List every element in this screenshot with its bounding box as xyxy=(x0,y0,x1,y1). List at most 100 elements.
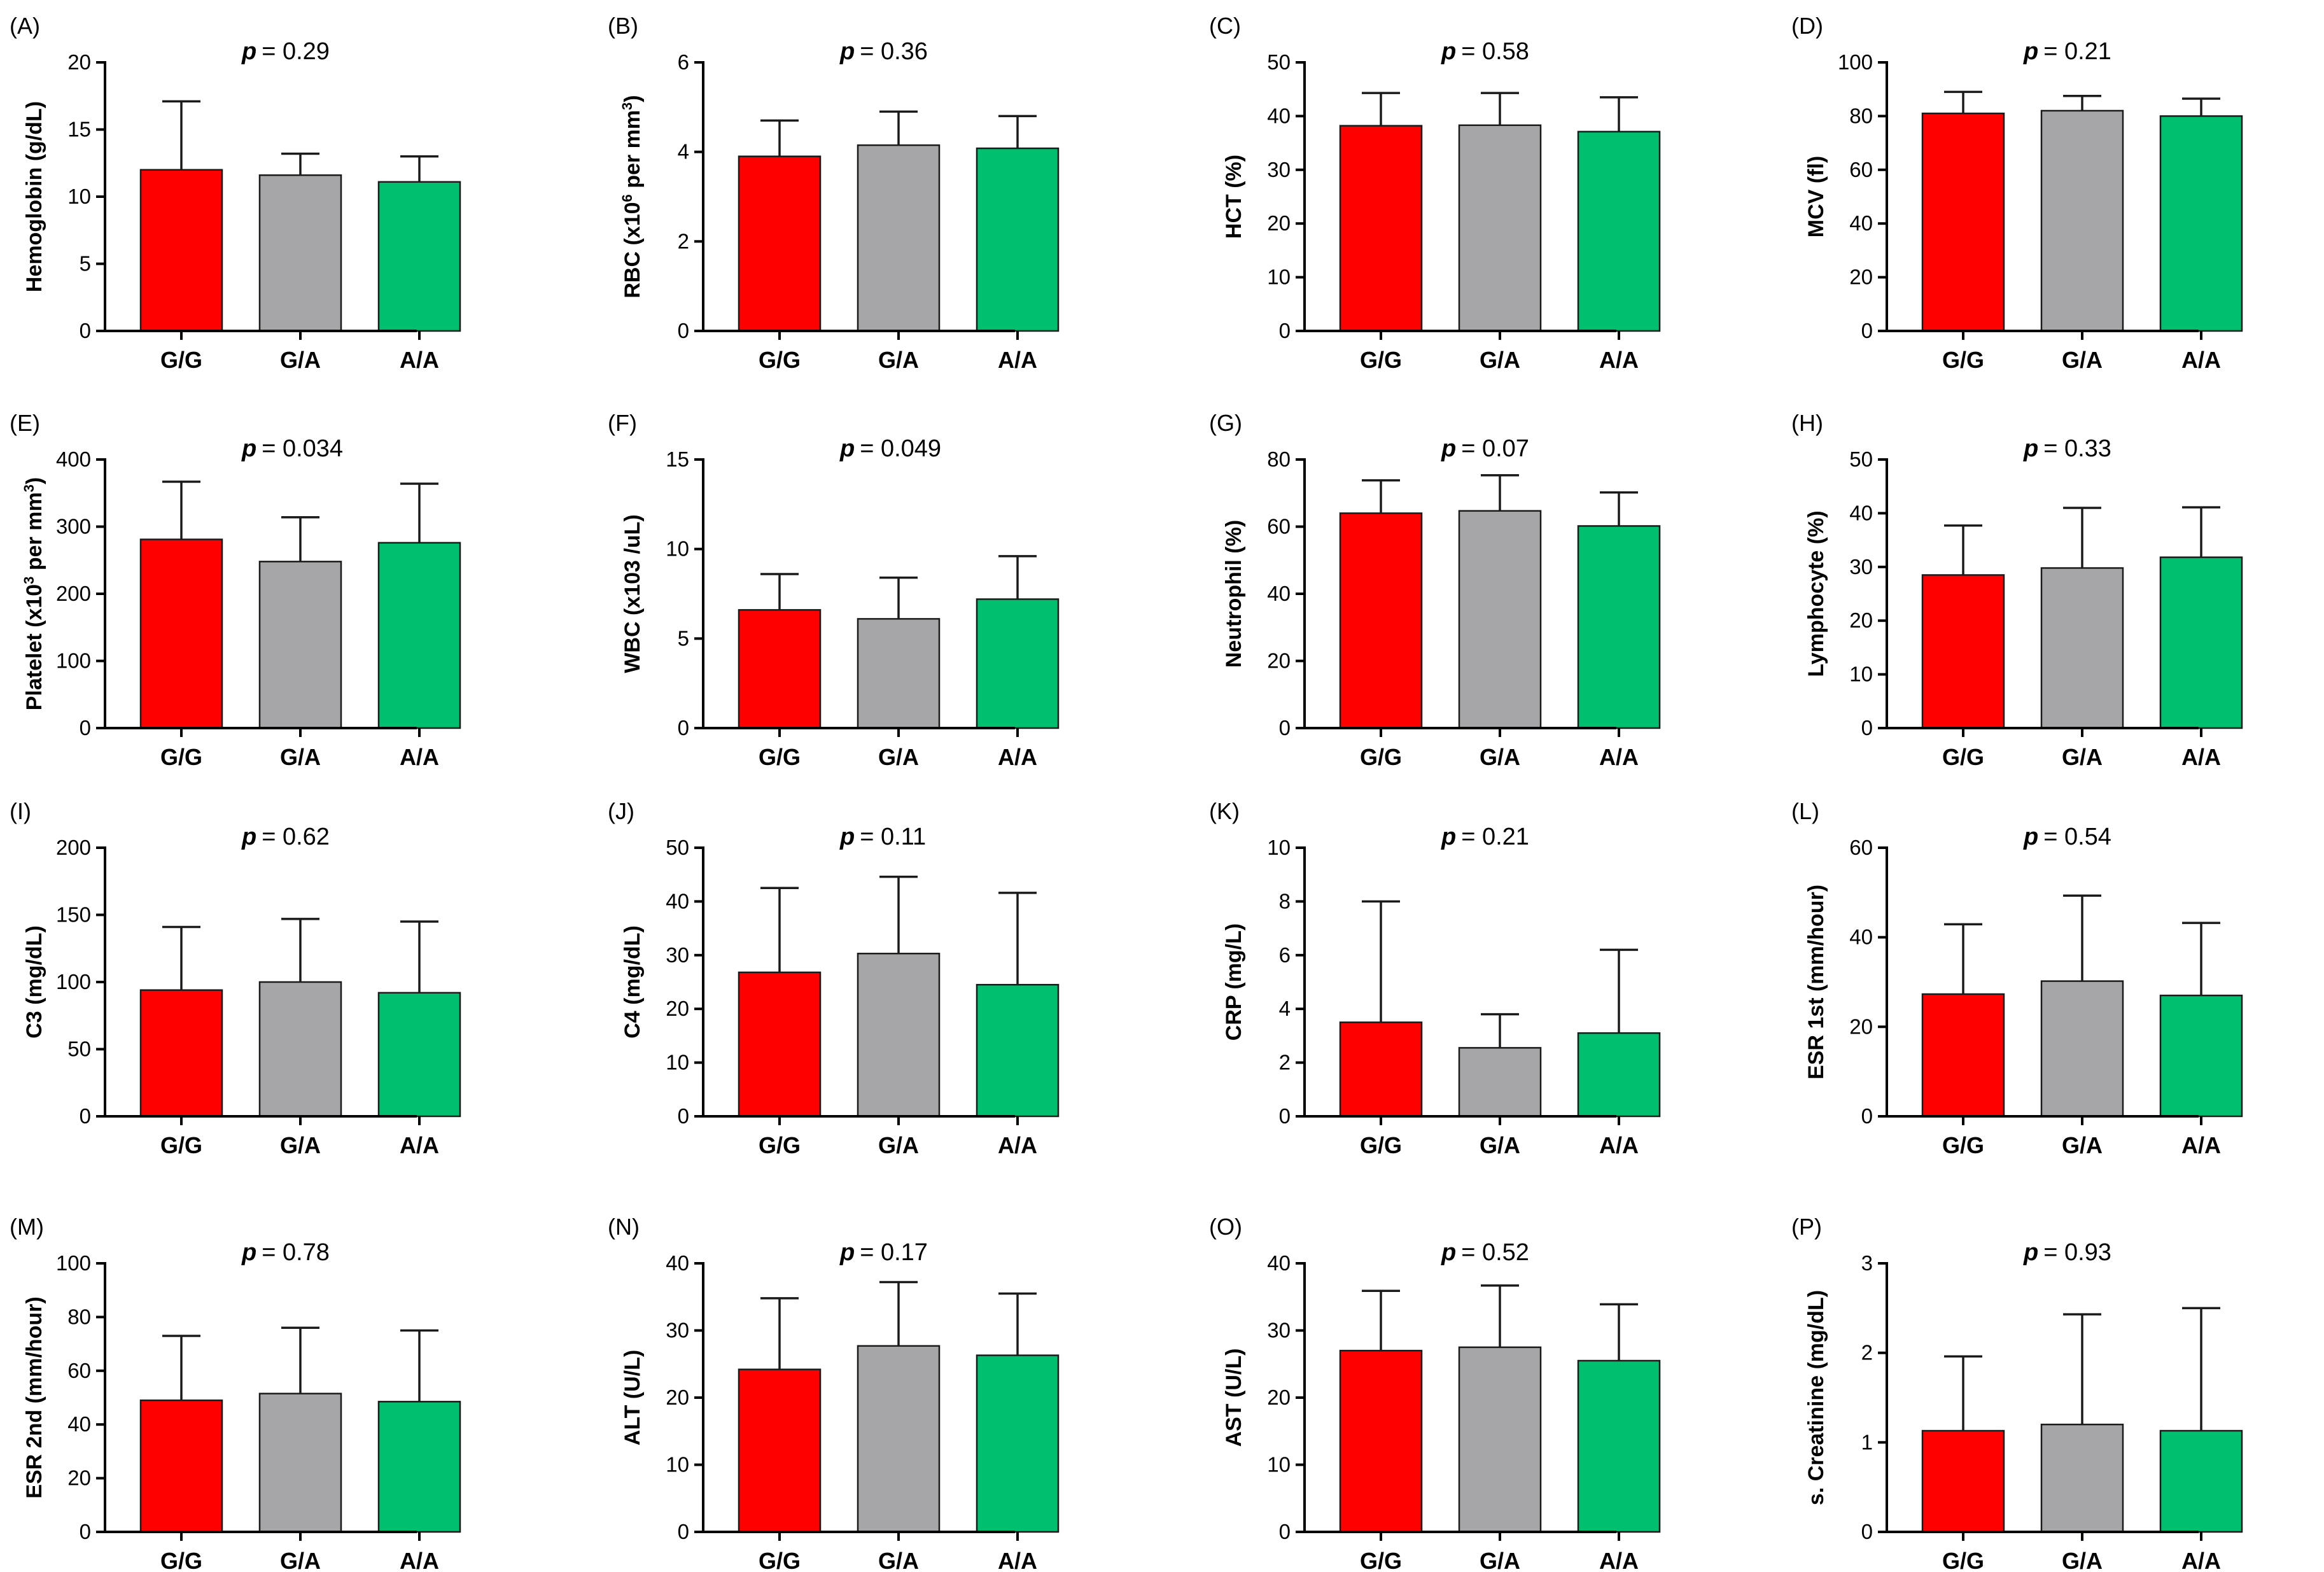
y-tick-label: 60 xyxy=(67,1359,91,1382)
y-tick-label: 20 xyxy=(1267,1386,1291,1409)
y-axis-label: AST (U/L) xyxy=(1222,1349,1246,1447)
y-tick-label: 100 xyxy=(1838,50,1873,74)
y-tick-label: 0 xyxy=(1861,319,1873,342)
y-tick-label: 3 xyxy=(1861,1251,1873,1275)
bar xyxy=(738,971,822,1118)
y-tick-label: 30 xyxy=(666,943,689,967)
bar xyxy=(738,609,822,729)
y-tick-label: 100 xyxy=(56,970,91,993)
p-value-label: p = 0.52 xyxy=(1441,1239,1529,1266)
y-tick-label: 10 xyxy=(1849,663,1873,686)
y-tick-label: 40 xyxy=(1849,211,1873,235)
x-tick-label: G/A xyxy=(280,1548,321,1572)
x-tick-label: G/A xyxy=(1480,1548,1520,1572)
bar xyxy=(1921,993,2005,1118)
y-tick-label: 4 xyxy=(678,140,689,164)
x-tick-label: A/A xyxy=(998,1132,1037,1158)
p-value-label: p = 0.21 xyxy=(1441,824,1529,850)
x-tick-label: A/A xyxy=(400,744,439,770)
x-tick-label: A/A xyxy=(2181,1548,2221,1572)
y-axis-label: CRP (mg/L) xyxy=(1222,923,1246,1041)
x-tick-label: A/A xyxy=(998,1548,1037,1572)
panel-label: (I) xyxy=(10,798,31,824)
panel-label: (G) xyxy=(1209,410,1242,436)
bar xyxy=(976,1354,1060,1533)
bar xyxy=(258,174,342,332)
y-tick-label: 0 xyxy=(1279,1104,1291,1128)
y-tick-label: 30 xyxy=(1267,1319,1291,1342)
y-axis-label: C3 (mg/dL) xyxy=(22,925,46,1039)
bar xyxy=(1458,124,1542,332)
y-tick-label: 40 xyxy=(1849,501,1873,524)
y-tick-label: 20 xyxy=(1267,649,1291,673)
chart-panel: (M) p = 0.78 ESR 2nd (mm/hour) 0 20 40 60 80 100 G… xyxy=(10,1214,461,1572)
y-tick-label: 30 xyxy=(1267,158,1291,181)
chart-panel: (N) p = 0.17 ALT (U/L) 0 10 20 30 40 G/G G/A A/A xyxy=(608,1214,1060,1572)
bar xyxy=(377,992,461,1118)
bar xyxy=(1339,1021,1423,1118)
y-tick-label: 40 xyxy=(1267,1251,1291,1275)
p-value-label: p = 0.11 xyxy=(839,824,926,850)
y-tick-label: 0 xyxy=(80,716,91,740)
x-tick-label: G/G xyxy=(1360,744,1402,770)
y-axis-label: ESR 2nd (mm/hour) xyxy=(22,1296,46,1498)
y-tick-label: 50 xyxy=(67,1037,91,1061)
chart-panel: (L) p = 0.54 ESR 1st (mm/hour) 0 20 40 60 G/G G/A… xyxy=(1791,798,2243,1158)
y-tick-label: 2 xyxy=(1861,1341,1873,1365)
p-value-label: p = 0.54 xyxy=(2023,824,2111,850)
x-tick-label: G/A xyxy=(2062,744,2103,770)
x-tick-label: G/G xyxy=(1360,347,1402,373)
p-value-label: p = 0.29 xyxy=(241,38,330,65)
y-axis-label: Hemoglobin (g/dL) xyxy=(22,101,46,292)
x-tick-label: G/G xyxy=(759,347,801,373)
bar xyxy=(258,1393,342,1533)
panel-label: (O) xyxy=(1209,1214,1242,1240)
y-axis-label: ALT (U/L) xyxy=(620,1350,645,1445)
y-tick-label: 200 xyxy=(56,582,91,605)
y-tick-label: 30 xyxy=(666,1319,689,1342)
y-tick-label: 0 xyxy=(80,1104,91,1128)
x-tick-label: A/A xyxy=(400,347,439,373)
y-axis-label: Neutrophil (%) xyxy=(1222,520,1246,668)
p-value-label: p = 0.049 xyxy=(839,435,941,462)
x-tick-label: A/A xyxy=(2181,347,2221,373)
bar xyxy=(976,147,1060,332)
x-tick-label: G/A xyxy=(878,1548,919,1572)
y-tick-label: 150 xyxy=(56,903,91,927)
panel-label: (N) xyxy=(608,1214,640,1240)
y-tick-label: 6 xyxy=(678,50,689,74)
bar xyxy=(2159,556,2243,729)
x-tick-label: G/G xyxy=(1942,1132,1984,1158)
chart-panel: (C) p = 0.58 HCT (%) 0 10 20 30 40 50 G/G G/A A/A xyxy=(1209,13,1661,373)
y-axis-label: s. Creatinine (mg/dL) xyxy=(1804,1290,1828,1505)
y-tick-label: 6 xyxy=(1279,943,1291,967)
bar xyxy=(1339,1349,1423,1533)
chart-panel: (J) p = 0.11 C4 (mg/dL) 0 10 20 30 40 50 G/G G/A A/A xyxy=(608,798,1060,1158)
p-value-label: p = 0.36 xyxy=(839,38,928,65)
y-tick-label: 20 xyxy=(67,1466,91,1490)
y-tick-label: 15 xyxy=(67,118,91,141)
chart-panel: (H) p = 0.33 Lymphocyte (%) 0 10 20 30 40 50 G/G G/… xyxy=(1791,410,2243,770)
bar xyxy=(2040,980,2124,1118)
y-tick-label: 80 xyxy=(1267,447,1291,471)
p-value-label: p = 0.034 xyxy=(241,435,343,462)
y-tick-label: 30 xyxy=(1849,555,1873,579)
y-tick-label: 300 xyxy=(56,515,91,538)
y-tick-label: 0 xyxy=(1279,1520,1291,1543)
p-value-label: p = 0.93 xyxy=(2023,1239,2111,1266)
bar xyxy=(139,169,223,332)
bar xyxy=(1577,1032,1661,1118)
y-tick-label: 50 xyxy=(1267,50,1291,74)
bar xyxy=(377,1401,461,1533)
y-tick-label: 2 xyxy=(678,229,689,253)
x-tick-label: G/A xyxy=(1480,1132,1520,1158)
x-tick-label: G/G xyxy=(759,1548,801,1572)
y-tick-label: 20 xyxy=(666,1386,689,1409)
x-tick-label: A/A xyxy=(1599,347,1639,373)
y-tick-label: 60 xyxy=(1849,836,1873,859)
y-axis-label: WBC (x103 /uL) xyxy=(620,514,645,673)
p-value-label: p = 0.17 xyxy=(839,1239,928,1266)
y-tick-label: 50 xyxy=(666,836,689,859)
y-tick-label: 100 xyxy=(56,1251,91,1275)
y-tick-label: 0 xyxy=(80,1520,91,1543)
